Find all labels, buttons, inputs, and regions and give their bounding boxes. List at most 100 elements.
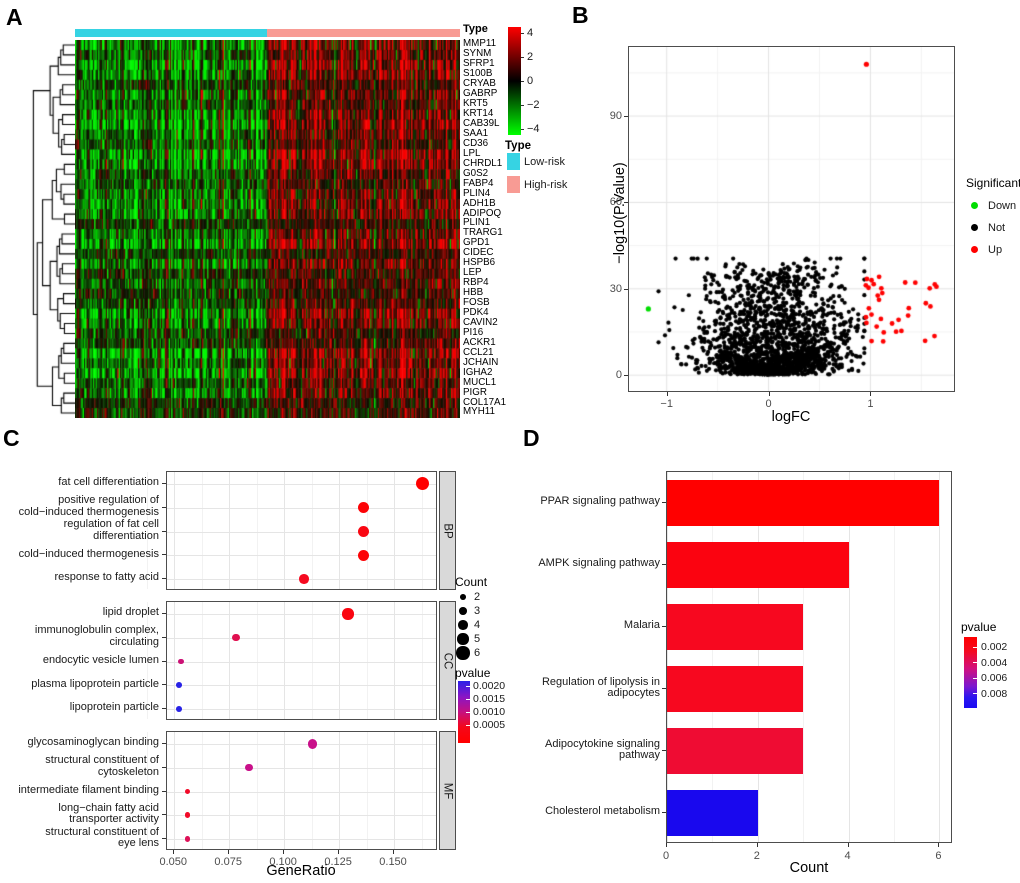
volcano-x-tick-label: 1 xyxy=(867,398,874,410)
dotplot-x-tick xyxy=(393,850,395,854)
pvalue-tick-label: 0.002 xyxy=(981,641,1008,653)
volcano-x-tick xyxy=(870,392,872,396)
gridline xyxy=(174,472,176,589)
colorbar-tick xyxy=(521,128,524,130)
gridline xyxy=(394,472,396,589)
gene-label: G0S2 xyxy=(463,167,489,179)
type-legend-title: Type xyxy=(505,140,531,152)
dotplot-x-tick-label: 0.075 xyxy=(214,856,242,868)
colorbar-tick xyxy=(521,80,524,82)
pvalue-tick xyxy=(973,693,977,694)
barchart-x-tick-label: 4 xyxy=(844,850,851,862)
colorbar-tick xyxy=(521,104,524,106)
volcano-y-tick xyxy=(624,202,628,204)
facet-strip-label: CC xyxy=(441,652,454,669)
dotplot-y-tick xyxy=(162,742,166,744)
gene-label: PIGR xyxy=(463,386,487,398)
gene-label: COL17A1 xyxy=(463,396,507,408)
pathway-bar xyxy=(667,480,940,526)
panel-a-heatmap: Type Type MMP11 SYNM SFRP1 S100B CRYAB GABRP K… xyxy=(0,0,575,440)
pathway-label: Regulation of lipolysis in adipocytes xyxy=(541,675,660,699)
gene-label: MMP11 xyxy=(463,38,497,50)
count-legend-dot xyxy=(456,646,470,660)
gridline xyxy=(201,732,203,849)
facet-strip-bp: BP xyxy=(439,471,456,590)
colorbar-tick-label: −2 xyxy=(527,99,540,111)
gene-label: PLIN1 xyxy=(463,217,491,229)
pvalue-tick-label: 0.0005 xyxy=(473,719,506,731)
legend-label-not: Not xyxy=(988,222,1006,234)
gene-label: CAB39L xyxy=(463,117,500,129)
dotplot-y-tick xyxy=(162,708,166,710)
panel-c-dotplot: fat cell differentiation positive regulat… xyxy=(0,420,520,883)
dotplot-y-tick xyxy=(162,612,166,614)
gridline xyxy=(256,472,258,589)
go-term-dot xyxy=(357,525,369,538)
barchart-y-tick xyxy=(662,688,666,689)
dotplot-x-tick-label: 0.125 xyxy=(324,856,352,868)
type-legend-label: Low-risk xyxy=(524,156,565,168)
gene-label: FOSB xyxy=(463,297,490,309)
volcano-y-axis-title: −log10(P.Value) xyxy=(612,162,628,264)
facet-strip-label: MF xyxy=(441,782,454,799)
gridline xyxy=(229,732,231,849)
annotation-segment-high-risk xyxy=(267,29,460,37)
go-term-dot xyxy=(357,502,369,514)
dotplot-y-tick xyxy=(162,766,166,768)
gridline xyxy=(146,602,148,719)
gene-label: MYH11 xyxy=(463,406,495,418)
pathway-bar xyxy=(667,604,804,650)
go-term-label: intermediate filament binding xyxy=(18,783,159,796)
dotplot-y-tick xyxy=(162,814,166,816)
dotplot-x-tick xyxy=(173,850,175,854)
gene-label: CHRDL1 xyxy=(463,157,503,169)
barchart-y-tick xyxy=(662,750,666,751)
gridline xyxy=(146,472,148,589)
barchart-x-tick xyxy=(666,843,667,847)
pathway-bar xyxy=(667,728,804,774)
gridline xyxy=(167,767,436,769)
dotplot-pvalue-legend-title: pvalue xyxy=(455,666,491,680)
gene-label: PI16 xyxy=(463,326,484,338)
legend-dot-down xyxy=(971,202,978,209)
gridline xyxy=(421,472,423,589)
dotplot-y-tick xyxy=(162,578,166,580)
go-term-dot xyxy=(184,788,191,795)
pvalue-tick-label: 0.0010 xyxy=(473,706,506,718)
go-term-label: structural constituent of cytoskeleton xyxy=(45,754,159,778)
pvalue-tick xyxy=(466,711,470,713)
count-legend-dot xyxy=(458,620,468,630)
gridline xyxy=(167,507,436,509)
dotplot-y-tick xyxy=(162,660,166,662)
gridline xyxy=(167,685,436,687)
annotation-title: Type xyxy=(463,23,488,35)
gene-label: CAVIN2 xyxy=(463,316,498,328)
go-term-dot xyxy=(342,608,354,620)
go-term-label: endocytic vesicle lumen xyxy=(42,653,159,666)
gridline xyxy=(667,472,668,842)
gridline xyxy=(421,732,423,849)
gridline xyxy=(394,602,396,719)
dotplot-pvalue-gradient xyxy=(458,681,470,743)
gridline xyxy=(167,531,436,533)
panel-c-label: C xyxy=(3,425,20,451)
gridline xyxy=(256,602,258,719)
barchart-pvalue-legend-title: pvalue xyxy=(961,620,997,634)
gene-label: ACKR1 xyxy=(463,336,496,348)
pvalue-tick-label: 0.006 xyxy=(981,672,1008,684)
go-term-label: glycosaminoglycan binding xyxy=(27,736,159,749)
dotplot-x-tick xyxy=(338,850,340,854)
barchart-x-tick xyxy=(938,843,940,847)
gridline xyxy=(339,732,341,849)
facet-strip-cc: CC xyxy=(439,601,456,720)
pathway-bar xyxy=(667,542,849,588)
dendrogram xyxy=(22,40,75,418)
gene-label: CCL21 xyxy=(463,346,494,358)
pvalue-tick-label: 0.0015 xyxy=(473,693,506,705)
barchart-x-tick-label: 2 xyxy=(753,850,760,862)
volcano-x-tick-label: −1 xyxy=(660,398,673,410)
barchart-y-tick xyxy=(662,564,666,565)
dotplot-x-tick xyxy=(283,850,285,854)
gridline xyxy=(167,839,436,841)
gridline xyxy=(256,732,258,849)
